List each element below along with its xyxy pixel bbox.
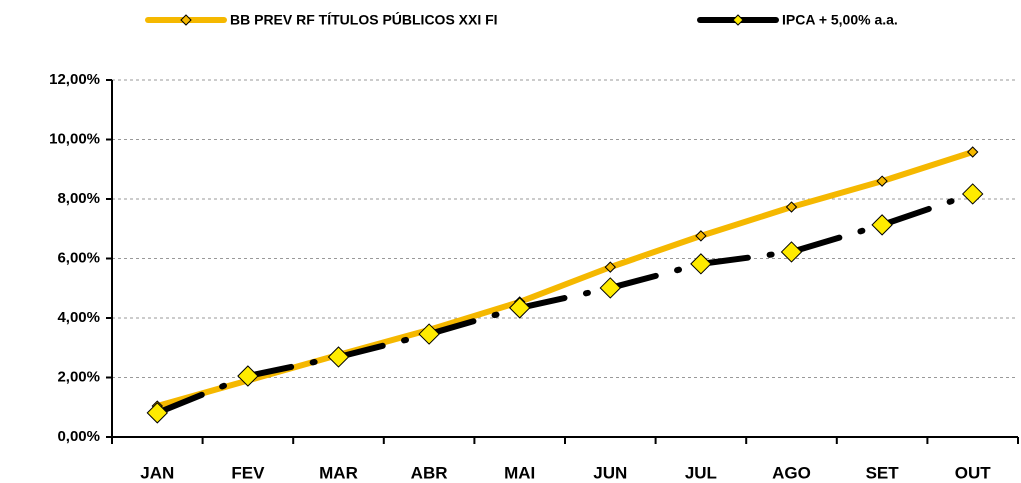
legend-label: BB PREV RF TÍTULOS PÚBLICOS XXI FI [230, 11, 498, 28]
y-tick-label: 6,00% [57, 249, 100, 266]
y-tick-label: 0,00% [57, 428, 100, 445]
legend-marker [180, 14, 192, 26]
point [871, 214, 893, 236]
y-tick-label: 4,00% [57, 309, 100, 326]
y-tick-label: 10,00% [49, 130, 100, 147]
point [327, 346, 350, 368]
point [695, 230, 707, 242]
x-tick-label: JUN [593, 463, 627, 482]
point [780, 241, 803, 263]
point [508, 297, 531, 319]
point [599, 277, 622, 299]
y-tick-label: 2,00% [57, 368, 100, 385]
x-tick-label: MAR [319, 463, 358, 482]
y-tick-label: 8,00% [57, 190, 100, 207]
point [418, 323, 440, 345]
x-tick-label: OUT [955, 463, 992, 482]
x-tick-label: JUL [685, 463, 717, 482]
point [146, 402, 169, 424]
x-tick-label: SET [866, 463, 900, 482]
legend-marker [732, 14, 744, 26]
legend-label: IPCA + 5,00% a.a. [782, 12, 898, 28]
series-line [154, 190, 976, 416]
y-tick-label: 12,00% [49, 71, 100, 88]
x-tick-label: JAN [140, 463, 174, 482]
x-tick-label: ABR [411, 463, 448, 482]
point [876, 175, 888, 187]
x-tick-label: FEV [231, 463, 265, 482]
point [237, 365, 259, 387]
point [961, 183, 984, 205]
point [690, 253, 712, 275]
x-tick-label: AGO [772, 463, 811, 482]
point [785, 201, 798, 213]
point [966, 146, 979, 158]
x-tick-label: MAI [504, 463, 535, 482]
point [604, 261, 617, 273]
